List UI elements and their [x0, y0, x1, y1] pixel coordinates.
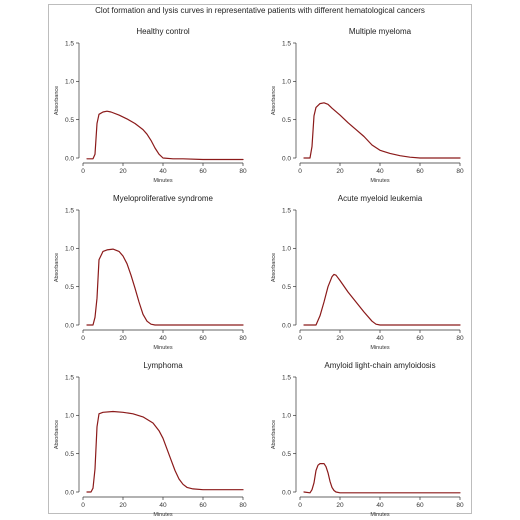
x-tick-label: 20: [336, 335, 344, 342]
x-tick-label: 0: [298, 502, 302, 509]
y-tick-label: 0.0: [65, 489, 74, 496]
x-tick-label: 40: [376, 502, 384, 509]
x-tick-label: 60: [416, 335, 424, 342]
y-tick-label: 0.5: [282, 117, 291, 124]
y-tick-label: 0.0: [282, 322, 291, 329]
y-axis-label: Absorbance: [54, 253, 60, 282]
x-tick-label: 40: [159, 168, 167, 175]
y-tick-label: 1.5: [65, 374, 74, 381]
panel-title: Myeloproliferative syndrome: [113, 194, 214, 203]
x-tick-label: 20: [336, 168, 344, 175]
x-tick-label: 0: [81, 168, 85, 175]
absorbance-curve: [86, 248, 244, 326]
x-tick-label: 40: [159, 502, 167, 509]
x-tick-label: 80: [456, 335, 464, 342]
panel-title: Multiple myeloma: [349, 27, 412, 36]
x-axis-label: Minutes: [153, 512, 173, 518]
y-axis-label: Absorbance: [271, 253, 277, 282]
y-tick-label: 0.0: [65, 322, 74, 329]
y-tick-label: 0.5: [282, 284, 291, 291]
panel-title: Healthy control: [136, 27, 190, 36]
y-axis-label: Absorbance: [54, 86, 60, 115]
y-tick-label: 1.5: [65, 40, 74, 47]
figure-frame: [48, 4, 472, 514]
y-tick-label: 0.5: [65, 117, 74, 124]
y-tick-label: 1.0: [282, 79, 291, 86]
x-tick-label: 80: [239, 168, 247, 175]
figure-title: Clot formation and lysis curves in repre…: [95, 6, 425, 15]
y-tick-label: 1.5: [282, 40, 291, 47]
y-tick-label: 1.0: [282, 246, 291, 253]
x-axis-label: Minutes: [370, 512, 390, 518]
x-tick-label: 80: [456, 168, 464, 175]
x-axis-label: Minutes: [370, 345, 390, 351]
y-tick-label: 1.5: [282, 374, 291, 381]
x-tick-label: 60: [199, 168, 207, 175]
x-axis-label: Minutes: [370, 178, 390, 184]
panel-title: Lymphoma: [143, 361, 183, 370]
absorbance-curve: [303, 463, 461, 494]
y-tick-label: 1.0: [282, 413, 291, 420]
x-tick-label: 0: [81, 335, 85, 342]
x-tick-label: 80: [456, 502, 464, 509]
absorbance-curve: [86, 110, 244, 161]
absorbance-curve: [303, 273, 461, 326]
y-tick-label: 0.5: [65, 284, 74, 291]
y-tick-label: 1.0: [65, 246, 74, 253]
x-tick-label: 0: [81, 502, 85, 509]
y-axis-label: Absorbance: [271, 420, 277, 449]
x-tick-label: 60: [416, 502, 424, 509]
y-tick-label: 1.0: [65, 79, 74, 86]
x-tick-label: 40: [376, 168, 384, 175]
y-tick-label: 1.5: [65, 207, 74, 214]
y-axis-label: Absorbance: [271, 86, 277, 115]
y-tick-label: 0.0: [282, 489, 291, 496]
y-tick-label: 0.0: [282, 155, 291, 162]
y-tick-label: 1.0: [65, 413, 74, 420]
x-tick-label: 80: [239, 502, 247, 509]
panel-title: Acute myeloid leukemia: [338, 194, 423, 203]
x-tick-label: 20: [119, 335, 127, 342]
y-tick-label: 1.5: [282, 207, 291, 214]
x-tick-label: 60: [199, 335, 207, 342]
y-axis-label: Absorbance: [54, 420, 60, 449]
x-axis-label: Minutes: [153, 178, 173, 184]
x-axis-label: Minutes: [153, 345, 173, 351]
y-tick-label: 0.0: [65, 155, 74, 162]
x-tick-label: 20: [336, 502, 344, 509]
x-tick-label: 0: [298, 335, 302, 342]
x-tick-label: 80: [239, 335, 247, 342]
absorbance-curve: [303, 102, 461, 159]
y-tick-label: 0.5: [282, 451, 291, 458]
panel-title: Amyloid light-chain amyloidosis: [324, 361, 435, 370]
absorbance-curve: [86, 410, 244, 493]
x-tick-label: 60: [416, 168, 424, 175]
x-tick-label: 40: [376, 335, 384, 342]
y-tick-label: 0.5: [65, 451, 74, 458]
x-tick-label: 40: [159, 335, 167, 342]
x-tick-label: 20: [119, 502, 127, 509]
x-tick-label: 0: [298, 168, 302, 175]
x-tick-label: 20: [119, 168, 127, 175]
x-tick-label: 60: [199, 502, 207, 509]
